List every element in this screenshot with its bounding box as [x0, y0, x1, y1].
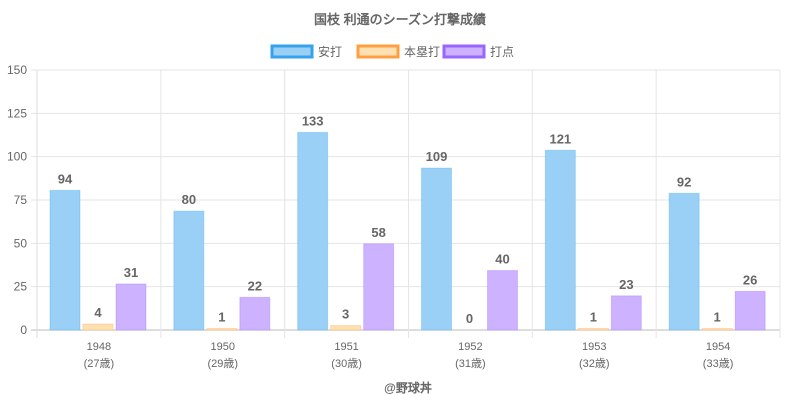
x-tick-label: 1952	[458, 341, 482, 353]
y-tick-label: 125	[7, 106, 27, 120]
legend-swatch-2	[442, 44, 486, 59]
bar-打点-1950	[239, 296, 271, 331]
y-tick-label: 100	[7, 150, 27, 164]
y-tick-label: 75	[14, 193, 28, 207]
x-tick-label: 1953	[582, 341, 606, 353]
bar-打点-1948	[115, 283, 147, 331]
data-label: 109	[426, 149, 448, 164]
data-label: 1	[590, 310, 597, 325]
x-tick-sublabel: (30歳)	[331, 357, 362, 370]
legend-swatch-0	[270, 44, 314, 59]
y-tick-label: 150	[7, 63, 27, 77]
bar-打点-1952	[487, 270, 518, 331]
data-label: 94	[58, 171, 73, 186]
bar-安打-1950	[173, 210, 205, 331]
bar-打点-1951	[363, 243, 395, 331]
y-tick-label: 0	[20, 323, 27, 337]
bar-安打-1952	[421, 167, 452, 331]
data-label: 80	[182, 192, 196, 207]
data-label: 0	[466, 311, 473, 326]
bar-安打-1953	[544, 149, 576, 331]
data-label: 23	[619, 277, 633, 292]
bar-安打-1948	[49, 189, 81, 331]
data-label: 3	[342, 307, 349, 322]
x-tick-sublabel: (29歳)	[207, 357, 238, 370]
y-tick-label: 50	[14, 236, 28, 250]
bar-打点-1953	[610, 295, 642, 331]
bar-本塁打-1948	[82, 323, 114, 331]
data-label: 58	[371, 225, 385, 240]
chart-title: 国枝 利通のシーズン打撃成績	[314, 12, 486, 27]
data-label: 1	[714, 310, 721, 325]
x-tick-label: 1948	[87, 341, 111, 353]
bar-本塁打-1951	[330, 325, 362, 331]
data-label: 1	[218, 310, 225, 325]
data-label: 22	[248, 278, 262, 293]
x-tick-label: 1950	[211, 341, 235, 353]
data-label: 26	[743, 272, 757, 287]
legend-label-1: 本塁打	[404, 45, 440, 59]
x-tick-sublabel: (32歳)	[579, 357, 610, 370]
y-tick-label: 25	[14, 280, 28, 294]
bar-打点-1954	[734, 290, 766, 331]
footer-credit: @野球丼	[384, 380, 432, 395]
bar-安打-1951	[297, 131, 329, 331]
x-tick-label: 1951	[334, 341, 358, 353]
x-tick-label: 1954	[706, 341, 730, 353]
bar-本塁打-1953	[577, 328, 609, 331]
data-label: 121	[549, 131, 571, 146]
x-tick-sublabel: (27歳)	[84, 357, 115, 370]
data-label: 31	[124, 265, 138, 280]
data-label: 40	[495, 252, 509, 267]
legend-swatch-1	[356, 44, 400, 59]
bar-安打-1954	[668, 192, 700, 331]
x-tick-sublabel: (31歳)	[455, 357, 486, 370]
bar-本塁打-1954	[701, 328, 733, 331]
legend-label-2: 打点	[490, 45, 514, 59]
bar-本塁打-1950	[206, 328, 238, 331]
legend-label-0: 安打	[318, 44, 342, 59]
data-label: 133	[302, 113, 324, 128]
data-label: 4	[94, 305, 102, 320]
data-label: 92	[677, 174, 691, 189]
x-tick-sublabel: (33歳)	[703, 357, 734, 370]
